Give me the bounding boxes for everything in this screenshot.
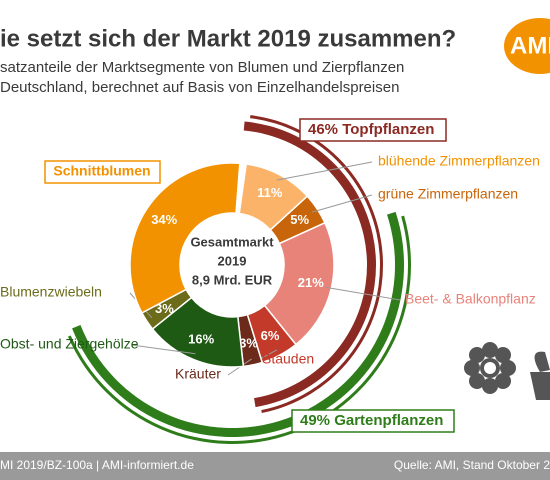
slice-value-label: 11% (257, 185, 283, 200)
label-box (44, 160, 161, 184)
slice-value-label: 34% (151, 212, 177, 227)
footer-bar (0, 452, 550, 480)
group-value-label: 46% (308, 121, 338, 138)
subtitle: Deutschland, berechnet auf Basis von Ein… (0, 79, 399, 96)
slice-value-label: 3% (239, 336, 258, 351)
category-label: Blumenzwiebeln (0, 284, 102, 300)
slice-value-label: 5% (290, 212, 309, 227)
center-label: Gesamtmarkt (190, 234, 274, 249)
category-label: grüne Zimmerpflanzen (378, 186, 518, 202)
footer-right: Quelle: AMI, Stand Oktober 2 (394, 458, 550, 472)
footer-left: MI 2019/BZ-100a | AMI-informiert.de (0, 458, 194, 472)
subtitle: satzanteile der Marktsegmente von Blumen… (0, 59, 404, 76)
center-hole (181, 214, 283, 316)
category-label: Stauden (262, 351, 314, 367)
group-name: Gartenpflanzen (334, 412, 443, 429)
group-value-label: 49% (300, 412, 330, 429)
slice-value-label: 3% (155, 301, 174, 316)
slice (129, 162, 241, 314)
group-label-box (299, 118, 447, 142)
chart-title: ie setzt sich der Markt 2019 zusammen? (0, 25, 456, 52)
slice-value-label: 21% (298, 275, 324, 290)
leader-line (276, 161, 373, 181)
logo: AMI (510, 32, 550, 59)
category-label: Obst- und Ziergehölze (0, 336, 139, 352)
center-label: 2019 (218, 253, 247, 268)
group-label: 46% Topfpflanzen (308, 121, 434, 138)
slice-value-label: 16% (188, 331, 214, 346)
leader-line (325, 286, 401, 301)
center-label: 8,9 Mrd. EUR (192, 272, 273, 287)
group-label-box (291, 409, 455, 433)
logo-badge (504, 18, 550, 74)
slice-value-label: 6% (261, 328, 280, 343)
group-name: Topfpflanzen (342, 121, 434, 138)
category-label: Kräuter (175, 366, 221, 382)
group-label: 49% Gartenpflanzen (300, 412, 443, 429)
category-label: Schnittblumen (53, 163, 150, 179)
leader-line (131, 344, 196, 355)
category-label: Beet- & Balkonpflanz (405, 291, 536, 307)
flower-icon (464, 342, 516, 394)
category-label: blühende Zimmerpflanzen (378, 153, 540, 169)
pot-icon (530, 351, 550, 400)
leader-line (312, 194, 373, 213)
